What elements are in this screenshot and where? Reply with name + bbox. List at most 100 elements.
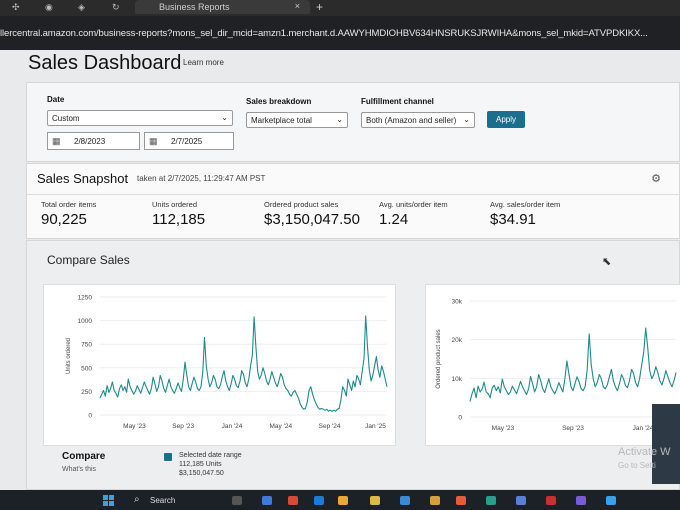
y-tick-label: 10k	[452, 376, 463, 383]
x-tick-label: Jan '24	[222, 423, 243, 430]
windows-start-icon[interactable]	[103, 495, 115, 507]
units-ordered-chart-svg: 0 250 500 750 1000 1250 Units ordered May '23 Se…	[66, 295, 388, 430]
metric-ordered-product-sales: Ordered product sales $3,150,047.50	[264, 200, 360, 228]
chevron-down-icon: ⌄	[463, 115, 470, 124]
taskbar-app-icon[interactable]	[430, 496, 440, 505]
x-tick-label: Sep '23	[562, 425, 584, 432]
ordered-product-sales-chart: 0 10k 20k 30k Ordered product sales May '23 Se…	[425, 284, 680, 446]
series-line	[99, 315, 388, 412]
sales-breakdown-select[interactable]: Marketplace total ⌄	[246, 112, 348, 128]
compare-sales-title: Compare Sales	[47, 253, 130, 267]
activation-watermark-line2: Go to Setti	[618, 461, 656, 470]
x-tick-label: May '24	[270, 423, 293, 430]
x-tick-label: Jan '25	[365, 423, 386, 430]
new-tab-button[interactable]: +	[316, 0, 324, 14]
window-menu-icon[interactable]: ✣	[12, 2, 20, 12]
fulfillment-channel-label: Fulfillment channel	[361, 97, 434, 106]
metric-label: Units ordered	[152, 200, 198, 209]
calendar-icon[interactable]: ▦	[149, 136, 158, 146]
date-range-select[interactable]: Custom ⌄	[47, 110, 233, 126]
selected-range-checkbox[interactable]	[164, 453, 172, 461]
filter-panel: Date Custom ⌄ ▦ 2/8/2023 ▦ 2/7/2025 Sale…	[26, 82, 680, 162]
metric-value: 1.24	[379, 211, 409, 228]
y-tick-label: 30k	[452, 299, 463, 306]
activation-watermark-line1: Activate W	[618, 446, 671, 458]
taskbar-app-icon[interactable]	[262, 496, 272, 505]
gear-icon[interactable]: ⚙	[651, 173, 661, 185]
ordered-product-sales-chart-svg: 0 10k 20k 30k Ordered product sales May '23 Se…	[436, 299, 677, 432]
legend-units: 112,185 Units	[179, 461, 222, 468]
history-icon[interactable]: ↻	[112, 2, 120, 12]
page-title: Sales Dashboard	[28, 52, 182, 74]
units-ordered-chart: 0 250 500 750 1000 1250 Units ordered May '23 Se…	[43, 284, 396, 446]
x-tick-label: Sep '24	[319, 423, 341, 430]
tab-title: Business Reports	[159, 2, 230, 12]
snapshot-timestamp: taken at 2/7/2025, 11:29:47 AM PST	[137, 174, 266, 183]
os-taskbar: ⌕ Search	[0, 490, 680, 510]
tab-close-icon[interactable]: ×	[294, 1, 300, 11]
taskbar-app-icon[interactable]	[456, 496, 466, 505]
metric-value: 90,225	[41, 211, 87, 228]
chevron-down-icon: ⌄	[221, 113, 228, 122]
metric-avg-sales-per-order-item: Avg. sales/order item $34.91	[490, 200, 560, 228]
extension-icon[interactable]: ◈	[78, 2, 85, 12]
divider	[27, 194, 680, 195]
taskbar-search-input[interactable]: Search	[150, 496, 176, 505]
metric-value: 112,185	[152, 211, 206, 228]
end-date-input[interactable]: ▦ 2/7/2025	[144, 132, 234, 150]
y-tick-label: 0	[458, 415, 462, 422]
whats-this-link[interactable]: What's this	[62, 466, 97, 473]
side-overlay-panel	[652, 404, 680, 484]
metric-units-ordered: Units ordered 112,185	[152, 200, 205, 228]
taskbar-app-icon[interactable]	[486, 496, 496, 505]
profile-icon[interactable]: ◉	[45, 2, 53, 12]
start-date-input[interactable]: ▦ 2/8/2023	[47, 132, 140, 150]
taskbar-app-icon[interactable]	[370, 496, 380, 505]
fulfillment-channel-select[interactable]: Both (Amazon and seller) ⌄	[361, 112, 475, 128]
y-tick-label: 20k	[452, 337, 463, 344]
sales-snapshot-panel: Sales Snapshot taken at 2/7/2025, 11:29:…	[26, 163, 680, 239]
learn-more-link[interactable]: Learn more	[183, 58, 224, 67]
taskbar-app-icon[interactable]	[516, 496, 526, 505]
apply-button[interactable]: Apply	[487, 111, 525, 128]
taskbar-app-icon[interactable]	[606, 496, 616, 505]
taskbar-app-icon[interactable]	[232, 496, 242, 505]
sales-dashboard-page: Sales Dashboard Learn more Date Custom ⌄…	[0, 50, 680, 490]
y-tick-label: 500	[81, 365, 92, 372]
metric-label: Avg. units/order item	[379, 200, 448, 209]
x-tick-label: May '23	[123, 423, 146, 430]
tab-business-reports[interactable]: Business Reports ×	[135, 0, 310, 14]
metric-total-order-items: Total order items 90,225	[41, 200, 96, 228]
y-tick-label: 1000	[78, 318, 93, 325]
fulfillment-channel-value: Both (Amazon and seller)	[366, 116, 457, 125]
y-tick-label: 0	[88, 413, 92, 420]
chevron-down-icon: ⌄	[336, 115, 343, 124]
metric-value: $34.91	[490, 211, 536, 228]
y-tick-label: 750	[81, 342, 92, 349]
snapshot-title: Sales Snapshot	[37, 171, 129, 186]
taskbar-app-icon[interactable]	[400, 496, 410, 505]
x-tick-label: Jan '24	[633, 425, 654, 432]
metric-label: Total order items	[41, 200, 97, 209]
metric-label: Ordered product sales	[264, 200, 339, 209]
address-bar[interactable]: llercentral.amazon.com/business-reports?…	[0, 16, 680, 50]
date-range-value: Custom	[52, 114, 80, 123]
sales-breakdown-value: Marketplace total	[251, 116, 312, 125]
compare-label: Compare	[62, 451, 106, 462]
y-tick-label: 250	[81, 389, 92, 396]
taskbar-app-icon[interactable]	[576, 496, 586, 505]
calendar-icon[interactable]: ▦	[52, 136, 61, 146]
compare-sales-panel: Compare Sales ⬉ 0 250 500 750 1000 1250 Units …	[26, 240, 680, 490]
taskbar-app-icon[interactable]	[288, 496, 298, 505]
taskbar-app-icon[interactable]	[338, 496, 348, 505]
taskbar-app-icon[interactable]	[546, 496, 556, 505]
legend-title: Selected date range	[179, 452, 242, 459]
url-text[interactable]: llercentral.amazon.com/business-reports?…	[0, 28, 648, 39]
y-axis-label: Units ordered	[66, 338, 72, 374]
taskbar-app-icon[interactable]	[314, 496, 324, 505]
metric-label: Avg. sales/order item	[490, 200, 561, 209]
y-axis-label: Ordered product sales	[436, 329, 442, 388]
search-icon[interactable]: ⌕	[134, 494, 140, 505]
legend-sales: $3,150,047.50	[179, 470, 224, 477]
